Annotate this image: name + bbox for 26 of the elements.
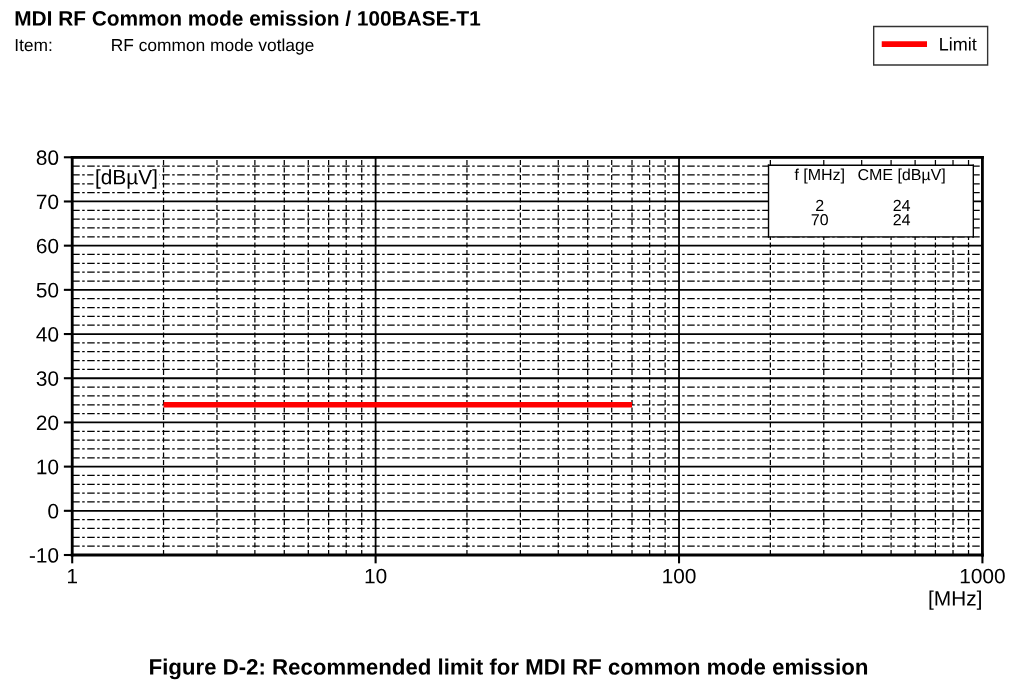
x-tick-label: 10	[365, 568, 387, 584]
y-tick-label: 0	[48, 503, 59, 519]
y-tick-label: 60	[36, 238, 59, 254]
annotation: f [MHz]	[794, 168, 844, 184]
y-tick-label: 80	[36, 150, 59, 166]
x-tick-label: 1000	[960, 568, 1005, 584]
x-tick-label: 100	[663, 568, 696, 584]
annotation: 24	[893, 214, 911, 226]
y-tick-label: 50	[36, 282, 59, 298]
y-tick-label: 20	[36, 415, 59, 431]
x-tick-label: 1	[68, 568, 77, 584]
annotation: 70	[811, 214, 828, 226]
annotation: CME [dBµV]	[858, 168, 945, 184]
y-tick-label: 10	[37, 459, 59, 475]
annotation: 24	[893, 199, 911, 211]
y-tick-label: 70	[36, 194, 59, 210]
y-tick-label: 30	[36, 371, 59, 386]
x-axis-title: [MHz]	[929, 590, 981, 610]
legend-label: Limit	[940, 37, 977, 51]
chart-title: MDI RF Common mode emission / 100BASE-T1	[15, 10, 481, 26]
text: Figure D-2: Recommended limit for MDI RF common mode emission	[150, 658, 868, 680]
y-axis-title: [dBµV]	[96, 169, 157, 189]
y-tick-label: 40	[36, 327, 59, 342]
y-tick-label: -10	[29, 548, 59, 563]
annotation: 2	[816, 199, 824, 211]
chart-subtitle: Item: RF common mode votlage	[15, 38, 314, 55]
